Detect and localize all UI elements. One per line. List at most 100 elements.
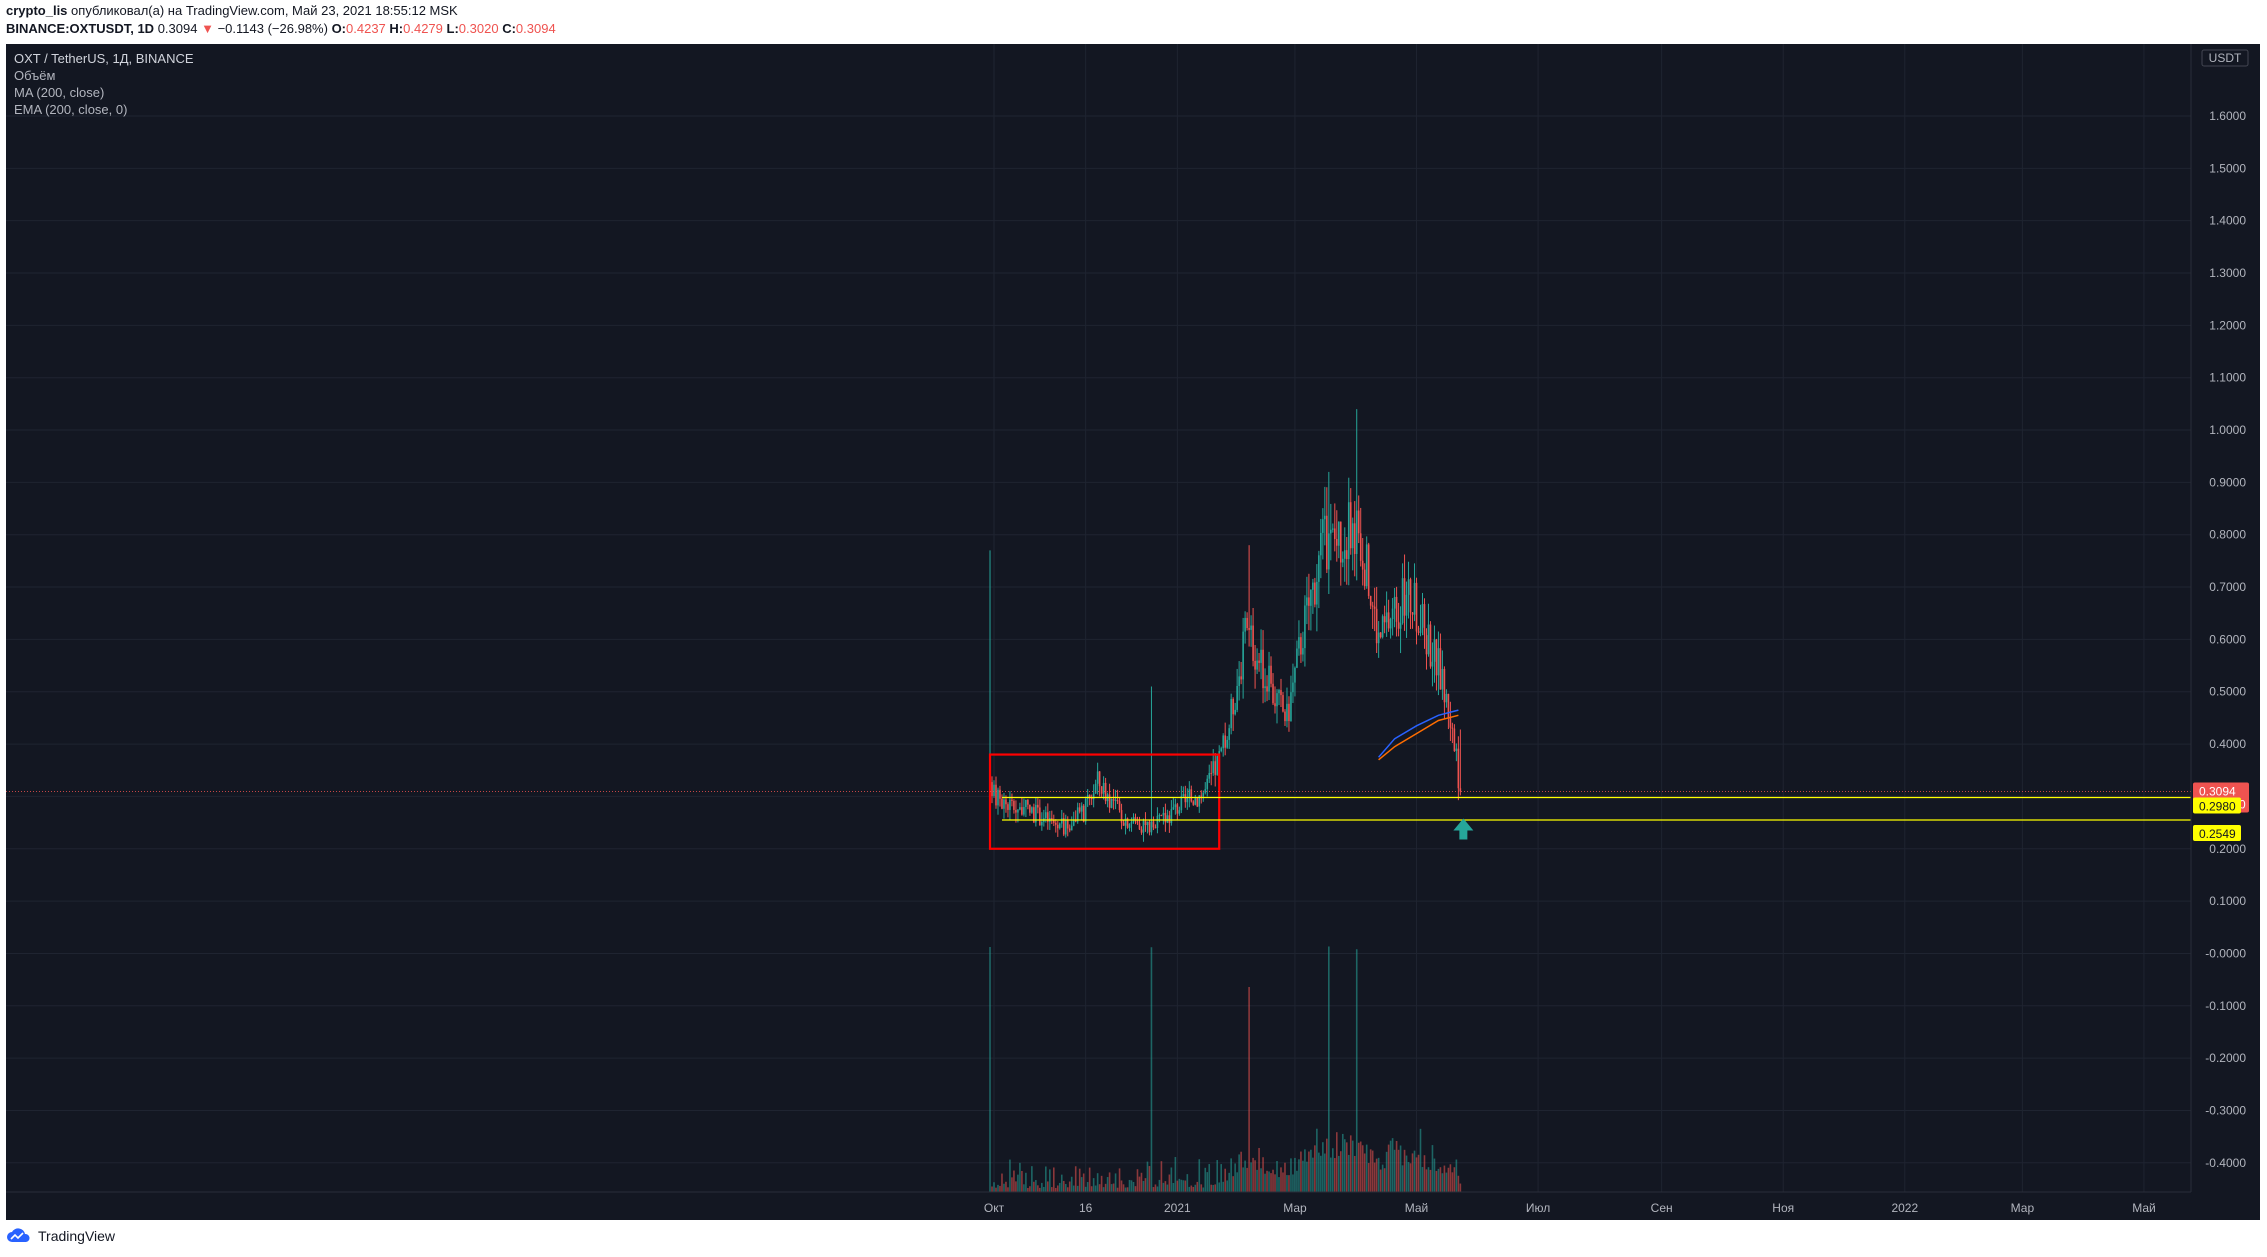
candle-body bbox=[1222, 735, 1224, 749]
volume-bar bbox=[1013, 1170, 1015, 1192]
candle-body bbox=[1343, 550, 1346, 559]
candle-body bbox=[1166, 815, 1169, 823]
candle-body bbox=[1409, 579, 1412, 613]
volume-bar bbox=[1166, 1184, 1169, 1192]
volume-bar bbox=[1174, 1157, 1177, 1192]
legend-ma[interactable]: MA (200, close) bbox=[14, 85, 105, 100]
candle-body bbox=[1359, 533, 1362, 561]
price-axis: 1.6000 1.5000 1.4000 1.3000 1.2000 1.1000 1.00… bbox=[2190, 44, 2249, 1192]
candle-body bbox=[1395, 596, 1398, 622]
candle-body bbox=[1146, 821, 1149, 826]
volume-bar bbox=[1021, 1170, 1023, 1192]
time-tick-label: 2022 bbox=[1891, 1201, 1918, 1215]
candle-body bbox=[1072, 819, 1075, 826]
candle-body bbox=[1401, 578, 1404, 624]
volume-bar bbox=[1041, 1182, 1043, 1192]
volume-bar bbox=[999, 1185, 1001, 1192]
volume-bar bbox=[1049, 1169, 1051, 1192]
candle-body bbox=[1033, 807, 1035, 823]
open-value: 0.4237 bbox=[346, 21, 386, 36]
volume-bar bbox=[991, 1186, 993, 1192]
candle-body bbox=[1178, 810, 1181, 814]
candle-body bbox=[1172, 807, 1175, 810]
volume-bar bbox=[1260, 1168, 1262, 1192]
candle-body bbox=[1304, 605, 1306, 649]
volume-bar bbox=[1025, 1172, 1027, 1192]
volume-bar bbox=[1120, 1180, 1123, 1192]
volume-bar bbox=[1429, 1169, 1432, 1192]
legend-symbol[interactable]: OXT / TetherUS, 1Д, BINANCE bbox=[14, 51, 194, 66]
volume-bar bbox=[1094, 1185, 1097, 1192]
volume-bar bbox=[1359, 1141, 1362, 1192]
candle-body bbox=[1029, 804, 1031, 813]
volume-bar bbox=[1332, 1148, 1334, 1192]
volume-bar bbox=[1196, 1181, 1199, 1192]
volume-bar bbox=[1256, 1169, 1258, 1192]
candle-body bbox=[1391, 608, 1394, 620]
candle-body bbox=[1256, 660, 1258, 670]
volume-bar bbox=[1160, 1161, 1163, 1192]
candle-body bbox=[1355, 510, 1358, 554]
time-tick-label: Июл bbox=[1526, 1201, 1550, 1215]
legend-ema[interactable]: EMA (200, close, 0) bbox=[14, 102, 128, 117]
price-tick-label: 1.4000 bbox=[2209, 214, 2246, 228]
candle-body bbox=[1148, 821, 1151, 833]
volume-bar bbox=[1027, 1187, 1029, 1192]
chart-area[interactable]: 1.6000 1.5000 1.4000 1.3000 1.2000 1.1000 1.00… bbox=[6, 44, 2260, 1220]
candle-body bbox=[1003, 799, 1005, 809]
price-tick-label: 1.0000 bbox=[2209, 423, 2246, 437]
candle-body bbox=[1345, 550, 1348, 560]
author-name[interactable]: crypto_lis bbox=[6, 3, 68, 18]
volume-bar bbox=[1222, 1181, 1224, 1192]
legend-volume[interactable]: Объём bbox=[14, 68, 56, 83]
volume-bar bbox=[1379, 1169, 1382, 1192]
candle-body bbox=[1437, 648, 1440, 676]
candle-body bbox=[1312, 582, 1314, 590]
volume-bar bbox=[1296, 1170, 1298, 1192]
candle-body bbox=[1182, 794, 1185, 797]
currency-label: USDT bbox=[2209, 51, 2242, 65]
volume-bar bbox=[1445, 1172, 1448, 1192]
volume-bar bbox=[1182, 1180, 1185, 1192]
volume-bar bbox=[1449, 1164, 1452, 1192]
volume-bar bbox=[1381, 1164, 1384, 1192]
time-tick-label: 16 bbox=[1079, 1201, 1093, 1215]
volume-bar bbox=[1210, 1184, 1213, 1192]
candle-body bbox=[1324, 515, 1326, 520]
candle-body bbox=[1268, 665, 1270, 692]
candle-body bbox=[1212, 761, 1215, 774]
volume-bar bbox=[1310, 1149, 1312, 1192]
volume-bar bbox=[1100, 1175, 1103, 1192]
candle-body bbox=[1397, 621, 1400, 629]
volume-bar bbox=[1294, 1157, 1296, 1192]
candle-body bbox=[1070, 825, 1073, 831]
volume-bar bbox=[993, 1182, 995, 1192]
candle-body bbox=[1196, 798, 1199, 807]
candle-body bbox=[1208, 772, 1211, 779]
volume-bar bbox=[1052, 1167, 1055, 1192]
volume-bar bbox=[1413, 1150, 1416, 1192]
candle-body bbox=[1206, 778, 1209, 790]
volume-bar bbox=[1039, 1187, 1041, 1192]
volume-bar bbox=[1144, 1178, 1147, 1192]
close-label: C: bbox=[502, 21, 516, 36]
price-tick-label: -0.2000 bbox=[2205, 1051, 2246, 1065]
volume-bar bbox=[1037, 1185, 1039, 1192]
candle-body bbox=[1214, 761, 1217, 775]
volume-bar bbox=[1192, 1186, 1195, 1192]
tradingview-logo[interactable]: TradingView bbox=[6, 1228, 115, 1244]
volume-bar bbox=[1234, 1163, 1236, 1192]
volume-bar bbox=[1102, 1187, 1105, 1192]
candle-body bbox=[1334, 528, 1336, 540]
candle-body bbox=[1451, 727, 1454, 729]
candle-body bbox=[1383, 616, 1386, 623]
candle-body bbox=[999, 789, 1001, 799]
volume-bar bbox=[1212, 1185, 1215, 1192]
candle-body bbox=[1425, 635, 1428, 655]
volume-bar bbox=[1148, 1166, 1151, 1192]
candle-body bbox=[1080, 805, 1083, 812]
volume-bar bbox=[1240, 1151, 1242, 1192]
candle-body bbox=[1194, 798, 1197, 805]
volume-bar bbox=[1204, 1167, 1207, 1192]
price-chart-svg[interactable]: 1.6000 1.5000 1.4000 1.3000 1.2000 1.1000 1.00… bbox=[6, 44, 2260, 1220]
